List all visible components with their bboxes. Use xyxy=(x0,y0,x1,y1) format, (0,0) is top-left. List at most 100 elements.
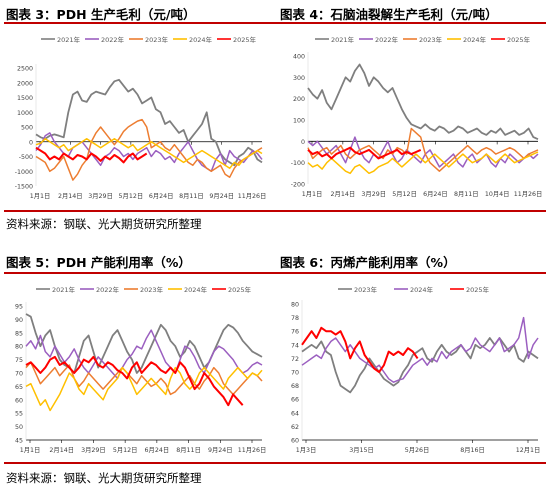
series-line xyxy=(307,146,422,160)
legend-label: 2022年 xyxy=(96,285,120,294)
x-tick-label: 3月29日 xyxy=(361,190,386,198)
y-tick-label: 80 xyxy=(15,344,23,351)
y-tick-label: 66 xyxy=(291,397,299,404)
x-tick-label: 1月1日 xyxy=(20,446,41,454)
legend-item: 2025年 xyxy=(217,35,257,44)
y-tick-label: 2500 xyxy=(17,66,33,73)
x-tick-label: 8月11日 xyxy=(176,446,201,454)
y-tick-label: 80 xyxy=(291,302,299,309)
y-tick-label: 200 xyxy=(293,96,305,103)
legend-item: 2023年 xyxy=(129,35,169,44)
legend-item: 2025年 xyxy=(491,35,531,44)
x-axis: 1月1日 2月14日 3月29日 5月12日 6月24日 8月11日 9月24日 11月26日 xyxy=(20,440,266,454)
legend-item: 2023年 xyxy=(124,285,164,294)
legend: 2021年 2022年 2023年 2024年 2025年 xyxy=(315,35,531,44)
y-tick-label: 62 xyxy=(291,424,299,431)
legend-label: 2025年 xyxy=(466,285,490,294)
legend-label: 2024年 xyxy=(463,35,487,44)
legend-label: 2021年 xyxy=(52,285,76,294)
section-rule-mid xyxy=(4,210,546,212)
series-line xyxy=(307,127,539,172)
legend-label: 2021年 xyxy=(57,35,81,44)
legend-item: 2023年 xyxy=(403,35,443,44)
x-tick-label: 3月15日 xyxy=(349,446,374,454)
legend-label: 2023年 xyxy=(354,285,378,294)
y-tick-label: 64 xyxy=(291,410,299,417)
y-tick-label: 76 xyxy=(291,329,299,336)
y-tick-label: 0 xyxy=(301,139,305,146)
section-rule-top xyxy=(4,22,546,24)
legend-item: 2024年 xyxy=(173,35,213,44)
x-tick-label: 8月11日 xyxy=(179,192,204,200)
y-tick-label: 74 xyxy=(291,342,299,349)
legend-item: 2025年 xyxy=(212,285,252,294)
x-tick-label: 5月26日 xyxy=(405,446,430,454)
section-rule-2-top xyxy=(4,272,546,274)
legend-label: 2022年 xyxy=(375,35,399,44)
series-line xyxy=(35,78,263,167)
y-tick-label: 70 xyxy=(15,371,23,378)
legend-label: 2024年 xyxy=(410,285,434,294)
legend-item: 2022年 xyxy=(80,285,120,294)
legend-item: 2022年 xyxy=(359,35,399,44)
x-tick-label: 2月14日 xyxy=(331,190,356,198)
legend: 2021年 2022年 2023年 2024年 2025年 xyxy=(41,35,257,44)
legend-label: 2024年 xyxy=(184,285,208,294)
y-tick-label: 72 xyxy=(291,356,299,363)
legend: 2021年 2022年 2023年 2024年 2025年 xyxy=(36,285,252,294)
y-tick-label: 2000 xyxy=(17,80,33,87)
x-tick-label: 8月11日 xyxy=(454,190,479,198)
y-tick-label: 45 xyxy=(15,438,23,445)
y-tick-label: 55 xyxy=(15,411,23,418)
y-tick-label: -500 xyxy=(19,154,33,161)
y-tick-label: 60 xyxy=(291,438,299,445)
series-group xyxy=(35,78,263,181)
x-tick-label: 1月1日 xyxy=(30,192,51,200)
series-line xyxy=(35,146,148,164)
y-tick-label: -1000 xyxy=(15,169,33,176)
y-tick-label: 60 xyxy=(15,397,23,404)
y-tick-label: -100 xyxy=(291,160,305,167)
legend-label: 2023年 xyxy=(140,285,164,294)
y-tick-label: -1500 xyxy=(15,184,33,191)
section-rule-bottom xyxy=(4,462,546,464)
y-axis: 60 62 64 66 68 70 72 74 76 78 80 xyxy=(291,302,299,445)
chart-panel-pdh-margin: 2021年 2022年 2023年 2024年 2025年 -1500 -1000 -500 0… xyxy=(0,26,272,214)
x-tick-label: 1月3日 xyxy=(296,446,317,454)
y-axis: -200 -100 0 100 200 300 400 xyxy=(291,54,305,189)
series-line xyxy=(25,355,244,407)
x-tick-label: 11月26日 xyxy=(514,190,543,198)
y-axis: 45 50 55 60 65 70 75 80 85 90 95 xyxy=(15,304,23,445)
chart-svg: 2021年 2022年 2023年 2024年 2025年 -1500 -1000 -500 0… xyxy=(15,35,267,200)
legend-label: 2023年 xyxy=(419,35,443,44)
legend-item: 2022年 xyxy=(85,35,125,44)
x-tick-label: 3月29日 xyxy=(88,192,113,200)
legend-item: 2025年 xyxy=(450,285,490,294)
chart-title-fig4: 图表 4：石脑油裂解生产毛利（元/吨） xyxy=(280,7,498,22)
legend-label: 2025年 xyxy=(233,35,257,44)
series-line xyxy=(301,316,539,383)
y-tick-label: 300 xyxy=(293,75,305,82)
legend-label: 2025年 xyxy=(507,35,531,44)
y-tick-label: 75 xyxy=(15,357,23,364)
x-tick-label: 9月24日 xyxy=(209,192,234,200)
y-tick-label: 1500 xyxy=(17,95,33,102)
x-tick-label: 5月12日 xyxy=(392,190,417,198)
source-note-1: 资料来源：钢联、光大期货研究所整理 xyxy=(6,217,202,231)
x-tick-label: 6月24日 xyxy=(145,446,170,454)
chart-svg: 2021年 2022年 2023年 2024年 2025年 45 50 55 60 65 70 75 8… xyxy=(15,285,266,454)
legend-label: 2021年 xyxy=(331,35,355,44)
chart-panel-naphtha-margin: 2021年 2022年 2023年 2024年 2025年 -200 -100 0 100 200… xyxy=(276,26,548,214)
x-tick-label: 3月29日 xyxy=(81,446,106,454)
y-tick-label: 90 xyxy=(15,317,23,324)
x-axis: 1月3日 3月15日 5月26日 8月16日 12月1日 xyxy=(296,440,540,454)
y-tick-label: 78 xyxy=(291,315,299,322)
x-tick-label: 11月26日 xyxy=(238,192,267,200)
series-line xyxy=(25,366,263,412)
chart-panel-propylene-utilization: 2023年 2024年 2025年 60 62 64 66 68 70 72 74 76 78 80 1月3… xyxy=(276,276,548,466)
legend-item: 2021年 xyxy=(41,35,81,44)
x-tick-label: 1月1日 xyxy=(302,190,323,198)
x-tick-label: 5月12日 xyxy=(113,446,138,454)
legend-item: 2021年 xyxy=(36,285,76,294)
legend-item: 2024年 xyxy=(394,285,434,294)
